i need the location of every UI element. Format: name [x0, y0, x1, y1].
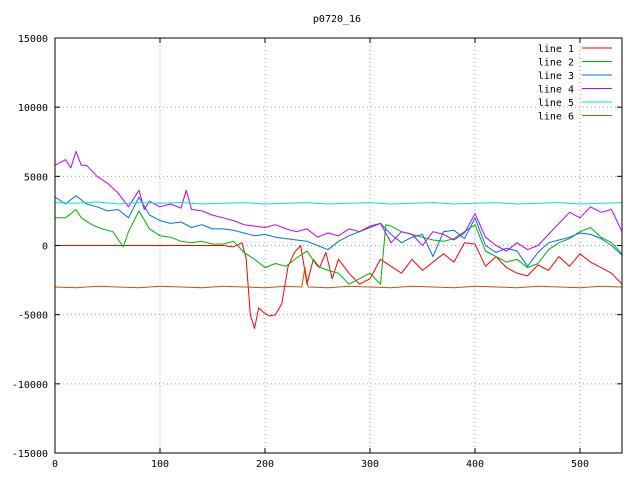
x-tick-label: 300 [361, 459, 379, 470]
grid-lines [55, 38, 622, 453]
legend-label: line 1 [538, 44, 574, 55]
legend-label: line 5 [538, 98, 574, 109]
axis-ticks: 0 100 200 300 400 500 -15000 -10000 -5000 0 5000 10… [12, 34, 622, 470]
series-line-1 [55, 242, 623, 329]
legend-label: line 4 [538, 85, 574, 96]
legend-label: line 3 [538, 71, 574, 82]
x-tick-label: 400 [466, 459, 484, 470]
x-tick-label: 500 [571, 459, 589, 470]
chart-title: p0720_16 [313, 14, 361, 25]
y-tick-label: 5000 [24, 172, 48, 183]
x-tick-label: 0 [52, 459, 58, 470]
series-line-3 [54, 195, 623, 267]
y-tick-label: -10000 [12, 380, 48, 391]
series-lines [54, 150, 623, 329]
series-line-6 [54, 267, 623, 289]
legend: line 1 line 2 line 3 line 4 line 5 line 6 [538, 44, 612, 123]
y-tick-label: 15000 [18, 34, 48, 45]
series-line-2 [55, 209, 623, 285]
legend-label: line 2 [538, 58, 574, 69]
series-line-4 [54, 150, 623, 252]
y-tick-label: 0 [42, 242, 48, 253]
y-tick-label: -5000 [18, 311, 48, 322]
x-tick-label: 200 [256, 459, 274, 470]
x-tick-label: 100 [151, 459, 169, 470]
y-tick-label: 10000 [18, 103, 48, 114]
legend-label: line 6 [538, 112, 574, 123]
y-tick-label: -15000 [12, 449, 48, 460]
series-line-5 [54, 201, 623, 205]
